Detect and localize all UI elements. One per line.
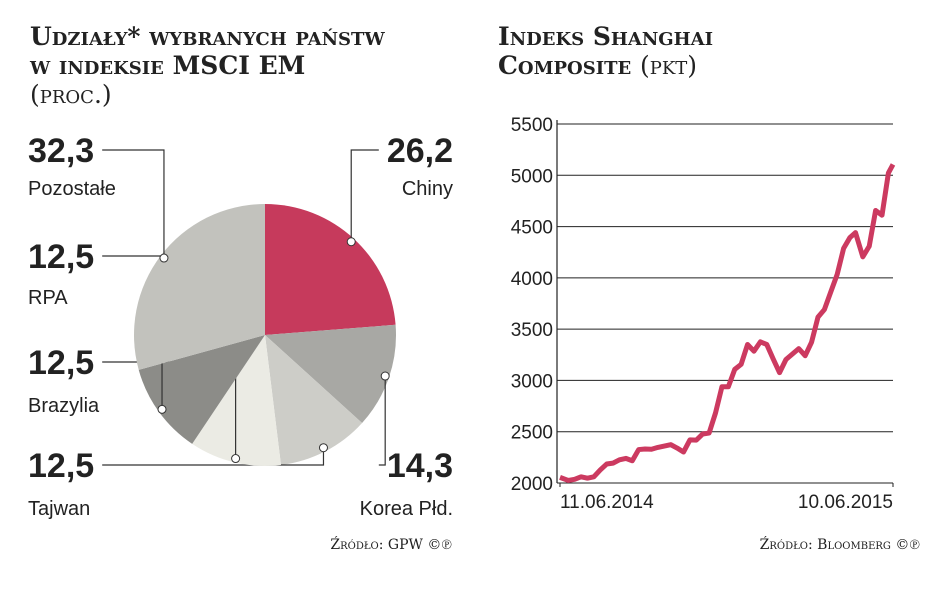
value-label: 14,3 [387,447,453,485]
source: Źródło: GPW ©℗ [330,535,452,553]
pie-slice [265,204,396,335]
x-tick-label: 11.06.2014 [560,492,654,513]
y-tick-label: 5500 [511,115,553,136]
category-label: Tajwan [28,498,90,520]
line-unit: (pkt) [639,51,698,80]
category-label: Chiny [402,178,453,200]
y-tick-label: 4000 [511,269,553,290]
pie-unit: (proc.) [30,80,112,109]
pie-slice [192,335,282,466]
leader-dot [157,404,167,414]
value-label: 32,3 [28,132,94,170]
pie-slice [138,335,265,444]
line-title-block: Indeks Shanghai Composite (pkt) [498,22,798,80]
y-tick-label: 5000 [511,166,553,187]
y-tick-label: 3000 [511,371,553,392]
category-label: RPA [28,287,68,309]
value-label: 26,2 [387,132,453,170]
leader-line [378,376,386,466]
data-line [559,163,896,483]
leader-line [350,149,379,242]
leader-dot [318,443,328,453]
category-label: Pozostałe [28,178,116,200]
pie-slice [265,324,396,423]
pie-title-block: Udziały* wybranych państw w indeksie MSC… [30,22,390,109]
y-tick-label: 4500 [511,218,553,239]
category-label: Korea Płd. [360,498,453,520]
y-tick-label: 3500 [511,320,553,341]
y-tick-label: 2500 [511,423,553,444]
leader-line [102,149,165,259]
source: Źródło: Bloomberg ©℗ [760,535,920,553]
value-label: 12,5 [28,344,94,382]
value-label: 12,5 [28,238,94,276]
pie-slice [133,204,265,370]
value-label: 12,5 [28,447,94,485]
leader-line [102,447,325,466]
category-label: Brazylia [28,395,100,417]
line-title: Indeks Shanghai Composite [498,22,714,80]
pie-title: Udziały* wybranych państw w indeksie MSC… [30,22,385,80]
leader-dot [380,371,390,381]
pie-slice [265,335,363,466]
leader-dot [159,253,169,263]
x-tick-label: 10.06.2015 [798,492,893,513]
y-tick-label: 2000 [511,474,553,495]
leader-dot [346,237,356,247]
leader-dot [231,454,241,464]
